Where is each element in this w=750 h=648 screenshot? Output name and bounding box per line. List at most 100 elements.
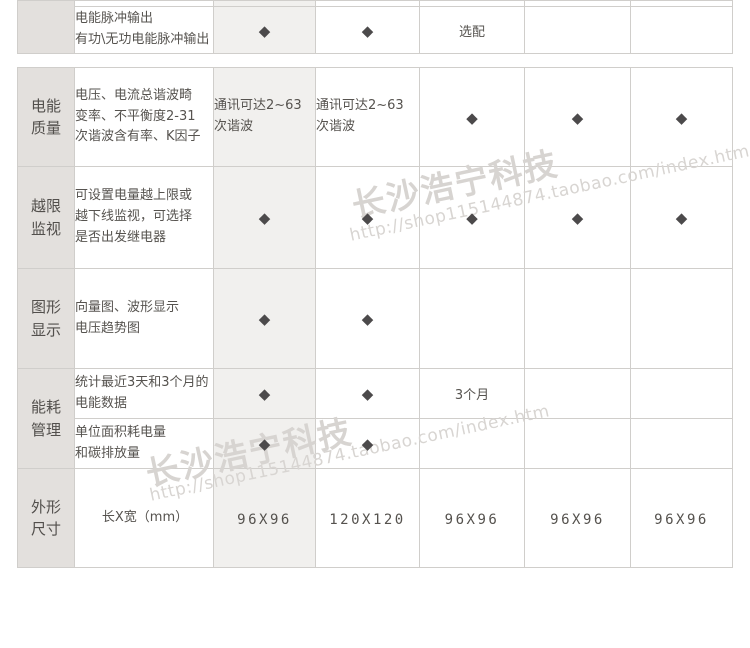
feature-cell: 统计最近3天和3个月的 电能数据 bbox=[74, 368, 214, 419]
table-cell: 96X96 bbox=[524, 468, 631, 568]
table-cell: 96X96 bbox=[419, 468, 525, 568]
table-cell: 选配 bbox=[419, 6, 525, 54]
feature-text: 和碳排放量 bbox=[75, 445, 141, 461]
section-label-text: 越限 bbox=[30, 197, 61, 215]
diamond-marker: ◆ bbox=[258, 21, 271, 40]
diamond-marker: ◆ bbox=[258, 209, 271, 227]
section-label-text: 外形 bbox=[30, 497, 61, 516]
section-label-text: 显示 bbox=[30, 320, 61, 339]
table-cell: 通讯可达2~63 次谐波 bbox=[213, 67, 316, 167]
feature-text: 电压趋势图 bbox=[75, 320, 141, 336]
table-cell bbox=[630, 368, 733, 419]
section-label-text: 质量 bbox=[30, 119, 61, 137]
dimension-value: 96X96 bbox=[654, 511, 709, 528]
diamond-marker: ◆ bbox=[361, 209, 374, 227]
section-label-text: 管理 bbox=[30, 420, 61, 439]
table-cell: 通讯可达2~63 次谐波 bbox=[315, 67, 420, 167]
table-cell: ◆ bbox=[315, 418, 420, 469]
diamond-marker: ◆ bbox=[571, 209, 584, 227]
dimension-value: 96X96 bbox=[237, 511, 292, 528]
table-cell bbox=[524, 6, 631, 54]
feature-text: 统计最近3天和3个月的 bbox=[75, 374, 209, 390]
table-cell: ◆ bbox=[419, 166, 525, 269]
table-cell: ◆ bbox=[315, 368, 420, 419]
dimension-label: 长X宽（mm） bbox=[101, 509, 189, 525]
spec-table-top: 电能脉冲输出 有功\无功电能脉冲输出 ◆ ◆ 选配 bbox=[17, 0, 733, 54]
table-row-graphic-display: 图形 显示 向量图、波形显示 电压趋势图 ◆ ◆ bbox=[17, 268, 733, 369]
table-cell bbox=[524, 268, 631, 369]
diamond-marker: ◆ bbox=[361, 385, 374, 403]
table-row-power-quality: 电能 质量 电压、电流总谐波畸 变率、不平衡度2-31 次谐波含有率、K因子 通… bbox=[17, 67, 733, 167]
comm-range-text: 次谐波 bbox=[316, 119, 356, 134]
feature-text: 电压、电流总谐波畸 bbox=[75, 87, 193, 103]
feature-cell: 长X宽（mm） bbox=[74, 468, 214, 568]
diamond-marker: ◆ bbox=[571, 108, 584, 127]
dimension-value: 96X96 bbox=[444, 511, 500, 528]
feature-text: 是否出发继电器 bbox=[75, 229, 167, 245]
feature-text: 电能数据 bbox=[75, 395, 128, 411]
section-label-text: 尺寸 bbox=[30, 520, 61, 538]
table-cell: ◆ bbox=[419, 67, 525, 167]
table-cell: ◆ bbox=[315, 166, 420, 269]
dimension-value: 120X120 bbox=[329, 511, 406, 528]
feature-text: 次谐波含有率、K因子 bbox=[75, 129, 201, 145]
table-cell: 120X120 bbox=[315, 468, 420, 568]
table-cell bbox=[419, 268, 525, 369]
table-cell: 96X96 bbox=[213, 468, 316, 568]
table-cell: 3个月 bbox=[419, 368, 525, 419]
table-cell: 96X96 bbox=[630, 468, 733, 568]
diamond-marker: ◆ bbox=[258, 385, 271, 403]
diamond-marker: ◆ bbox=[675, 108, 688, 127]
diamond-marker: ◆ bbox=[258, 310, 271, 328]
section-label-text: 图形 bbox=[30, 298, 61, 316]
section-label-energy-mgmt: 能耗 管理 bbox=[17, 368, 75, 469]
table-row-limit-monitor: 越限 监视 可设置电量越上限或 越下线监视，可选择 是否出发继电器 ◆ ◆ ◆ … bbox=[17, 166, 733, 269]
table-row-pulse-output: 电能脉冲输出 有功\无功电能脉冲输出 ◆ ◆ 选配 bbox=[18, 6, 733, 54]
feature-text: 变率、不平衡度2-31 bbox=[75, 108, 196, 124]
table-row-energy-area: 单位面积耗电量 和碳排放量 ◆ ◆ bbox=[18, 418, 733, 469]
feature-cell: 电压、电流总谐波畸 变率、不平衡度2-31 次谐波含有率、K因子 bbox=[74, 67, 214, 167]
feature-text: 有功\无功电能脉冲输出 bbox=[75, 32, 210, 47]
section-label-text: 能耗 bbox=[30, 398, 61, 416]
table-cell bbox=[630, 6, 733, 54]
diamond-marker: ◆ bbox=[361, 310, 374, 328]
table-cell bbox=[524, 368, 631, 419]
comm-range-text: 通讯可达2~63 bbox=[214, 98, 302, 114]
table-cell: ◆ bbox=[315, 268, 420, 369]
comm-range-text: 次谐波 bbox=[214, 119, 254, 134]
feature-text: 向量图、波形显示 bbox=[75, 299, 180, 315]
table-cell: ◆ bbox=[213, 6, 316, 54]
section-label-power-quality: 电能 质量 bbox=[17, 67, 75, 167]
table-cell: ◆ bbox=[213, 268, 316, 369]
table-cell: ◆ bbox=[315, 6, 420, 54]
section-label-graphic-display: 图形 显示 bbox=[17, 268, 75, 369]
section-label-text: 监视 bbox=[30, 219, 61, 238]
section-label-text: 电能 bbox=[30, 96, 61, 115]
feature-cell: 向量图、波形显示 电压趋势图 bbox=[74, 268, 214, 369]
months-text: 3个月 bbox=[454, 388, 490, 403]
table-cell: ◆ bbox=[630, 67, 733, 167]
feature-text: 电能脉冲输出 bbox=[75, 11, 154, 27]
table-cell bbox=[630, 418, 733, 469]
section-label-dimensions: 外形 尺寸 bbox=[17, 468, 75, 568]
table-cell: ◆ bbox=[524, 67, 631, 167]
feature-cell: 单位面积耗电量 和碳排放量 bbox=[74, 418, 214, 469]
diamond-marker: ◆ bbox=[466, 209, 478, 227]
table-cell bbox=[419, 418, 525, 469]
table-cell: ◆ bbox=[213, 368, 316, 419]
table-cell bbox=[630, 268, 733, 369]
diamond-marker: ◆ bbox=[258, 435, 271, 453]
table-cell: ◆ bbox=[213, 166, 316, 269]
table-row-dimensions: 外形 尺寸 长X宽（mm） 96X96 120X120 96X96 96X96 … bbox=[17, 468, 733, 568]
feature-cell: 电能脉冲输出 有功\无功电能脉冲输出 bbox=[74, 6, 214, 54]
diamond-marker: ◆ bbox=[361, 435, 374, 453]
feature-text: 可设置电量越上限或 bbox=[75, 188, 193, 204]
table-cell bbox=[524, 418, 631, 469]
table-row-energy-stats: 能耗 管理 统计最近3天和3个月的 电能数据 ◆ ◆ 3个月 bbox=[17, 368, 733, 469]
feature-cell: 可设置电量越上限或 越下线监视，可选择 是否出发继电器 bbox=[74, 166, 214, 269]
table-cell: ◆ bbox=[213, 418, 316, 469]
diamond-marker: ◆ bbox=[675, 209, 688, 227]
comm-range-text: 通讯可达2~63 bbox=[316, 98, 404, 114]
feature-text: 单位面积耗电量 bbox=[75, 424, 167, 440]
